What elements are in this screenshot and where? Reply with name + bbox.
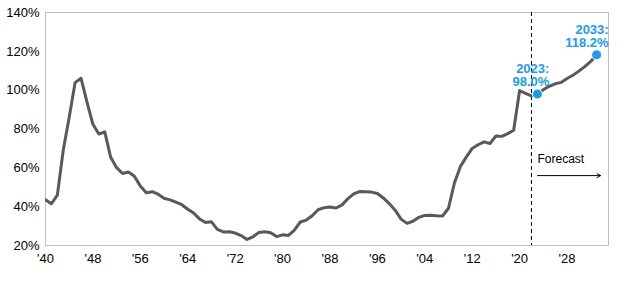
svg-text:Forecast: Forecast [537,152,584,166]
svg-text:'48: '48 [84,251,101,266]
svg-text:'56: '56 [132,251,149,266]
svg-text:20%: 20% [13,238,39,253]
svg-text:'80: '80 [274,251,291,266]
svg-text:100%: 100% [6,82,40,97]
svg-text:40%: 40% [13,199,39,214]
svg-text:'96: '96 [369,251,386,266]
svg-text:'04: '04 [416,251,433,266]
svg-text:120%: 120% [6,43,40,58]
svg-text:60%: 60% [13,160,39,175]
svg-text:2033:118.2%: 2033:118.2% [565,22,609,50]
svg-text:'72: '72 [227,251,244,266]
svg-text:'20: '20 [511,251,528,266]
svg-text:80%: 80% [13,121,39,136]
svg-text:'28: '28 [559,251,576,266]
svg-text:'12: '12 [464,251,481,266]
svg-text:'40: '40 [37,251,54,266]
svg-text:'64: '64 [179,251,196,266]
svg-text:2023:98.0%: 2023:98.0% [513,61,550,89]
svg-text:140%: 140% [6,5,40,20]
svg-text:'88: '88 [321,251,338,266]
